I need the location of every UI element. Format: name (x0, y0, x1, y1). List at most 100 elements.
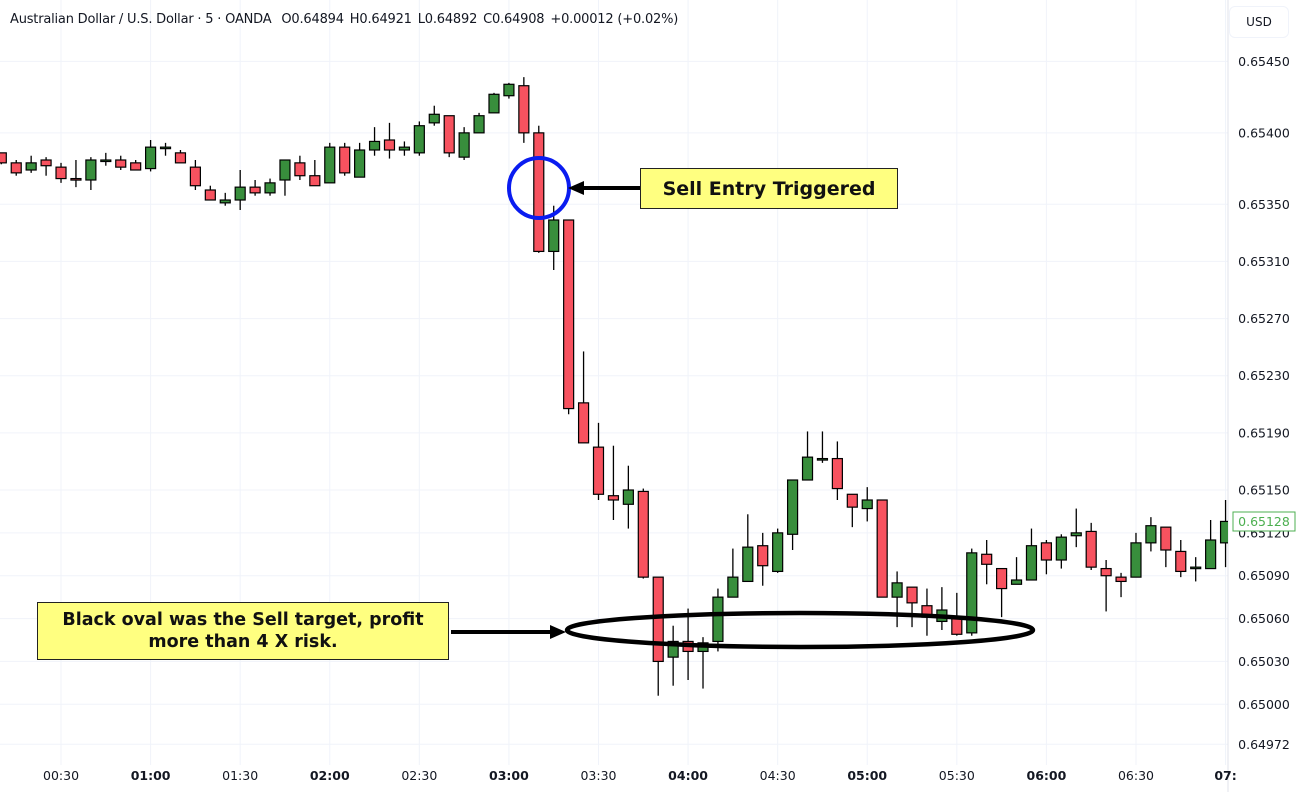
candle-body-down (294, 162, 306, 177)
price-axis[interactable]: 0.65450 0.65400 0.65350 0.65310 0.65270 0.652… (1238, 54, 1290, 752)
candle-body-up (398, 146, 411, 151)
candle (577, 351, 590, 444)
candle (309, 160, 321, 187)
candle-body-down (115, 159, 127, 168)
candle-body-down (757, 545, 769, 567)
candle (1085, 522, 1097, 570)
candle (667, 625, 679, 686)
candle-body-up (667, 640, 679, 658)
candle-body-up (861, 499, 873, 510)
candle (189, 160, 201, 190)
price-tick-label: 0.65000 (1238, 697, 1290, 712)
candle-body-up (368, 140, 381, 151)
candle-body-down (70, 177, 82, 181)
candle (413, 121, 425, 156)
candle-body-down (652, 576, 664, 663)
candle (174, 150, 187, 164)
candle-body-up (1145, 525, 1157, 544)
candle-body-up (1070, 532, 1082, 537)
entry-note: Sell Entry Triggered (640, 168, 898, 209)
candle (816, 431, 829, 463)
candle (1055, 534, 1067, 569)
currency-button[interactable]: USD (1229, 6, 1289, 38)
candle-body-up (1025, 545, 1038, 581)
candle-body-up (622, 489, 634, 505)
candle (966, 548, 978, 636)
candle (772, 528, 784, 573)
candle (115, 155, 127, 170)
candle (921, 588, 933, 636)
symbol-name: Australian Dollar / U.S. Dollar · 5 · OA… (10, 12, 272, 27)
candle (70, 160, 82, 188)
candle-body-down (981, 553, 993, 565)
time-tick-label: 03:00 (489, 768, 529, 783)
candle-body-down (533, 132, 545, 253)
candle-body-down (10, 162, 22, 174)
price-tick-label: 0.65150 (1238, 483, 1290, 498)
candle-body-down (518, 85, 530, 134)
target-note: Black oval was the Sell target, profit m… (37, 602, 449, 660)
candle-body-up (727, 576, 739, 598)
candle-body-down (876, 499, 888, 598)
price-tick-label: 0.65190 (1238, 425, 1290, 440)
time-tick-label: 03:30 (580, 768, 616, 783)
price-tick-label: 0.65090 (1238, 568, 1290, 583)
candle-body-up (324, 146, 336, 184)
time-axis[interactable]: 00:30 01:00 01:30 02:00 02:30 03:00 03:30 04:00… (43, 768, 1237, 783)
price-tick-label: 0.64972 (1238, 737, 1290, 752)
candle-body-up (801, 456, 814, 481)
candle (607, 445, 620, 520)
candle (757, 532, 769, 586)
candle-body-down (130, 162, 142, 171)
candle (234, 170, 246, 210)
candle (294, 155, 306, 180)
time-tick-label: 01:30 (222, 768, 258, 783)
candle (145, 140, 157, 172)
candle (533, 125, 545, 253)
candle (592, 422, 605, 500)
candle (1175, 540, 1187, 578)
candle (1130, 532, 1142, 578)
candle-body-up (1205, 539, 1217, 570)
price-tick-label: 0.65060 (1238, 611, 1290, 626)
low-value: L0.64892 (417, 12, 478, 27)
time-tick-label: 04:00 (668, 768, 708, 783)
candle-body-up (742, 546, 754, 583)
time-tick-label: 02:30 (401, 768, 437, 783)
price-tick-label: 0.65350 (1238, 197, 1290, 212)
last-price-label: 0.65128 (1232, 511, 1296, 532)
candle (801, 431, 814, 481)
candle (503, 82, 515, 99)
candle (159, 142, 172, 156)
candle-body-down (383, 139, 396, 151)
candle (279, 159, 291, 196)
candle (0, 152, 7, 165)
candle (473, 112, 485, 134)
candle-body-up (25, 162, 37, 171)
candle-body-down (204, 189, 216, 201)
symbol-legend: Australian Dollar / U.S. Dollar · 5 · OA… (10, 12, 684, 27)
candle (1115, 572, 1127, 598)
candle (368, 127, 381, 156)
candle-body-up (786, 479, 799, 535)
candle-body-up (1219, 520, 1228, 544)
candle (40, 157, 52, 176)
time-tick-label: 00:30 (43, 768, 79, 783)
candle (219, 192, 231, 206)
candle-body-down (1115, 576, 1127, 583)
candle-body-up (816, 457, 829, 461)
candle (861, 487, 873, 522)
candle-body-up (891, 582, 903, 598)
price-tick-label: 0.65270 (1238, 311, 1290, 326)
candle-body-up (458, 132, 470, 158)
time-tick-label: 04:30 (760, 768, 796, 783)
candle-body-up (772, 532, 784, 573)
candle-body-down (577, 402, 590, 444)
candle-body-up (966, 552, 978, 634)
candle-body-down (189, 166, 201, 187)
last-price-value: 0.65128 (1238, 514, 1290, 529)
price-tick-label: 0.65030 (1238, 654, 1290, 669)
target-arrow (451, 625, 566, 639)
target-oval (564, 610, 1036, 650)
